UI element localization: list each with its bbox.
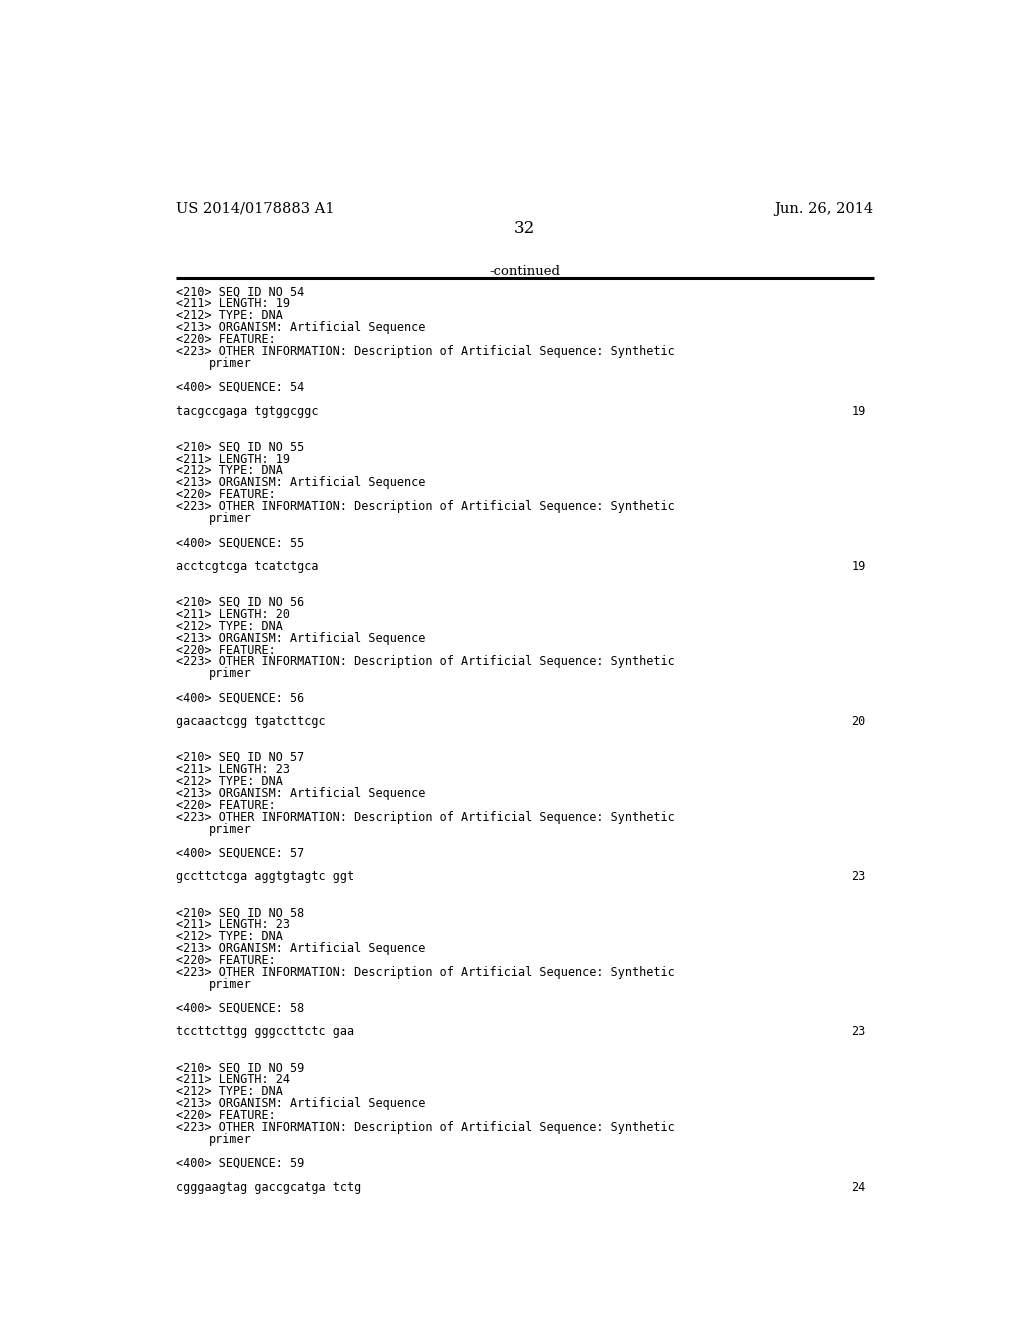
Text: <400> SEQUENCE: 55: <400> SEQUENCE: 55 <box>176 536 304 549</box>
Text: <220> FEATURE:: <220> FEATURE: <box>176 644 275 656</box>
Text: cgggaagtag gaccgcatga tctg: cgggaagtag gaccgcatga tctg <box>176 1180 361 1193</box>
Text: <211> LENGTH: 23: <211> LENGTH: 23 <box>176 763 290 776</box>
Text: tacgccgaga tgtggcggc: tacgccgaga tgtggcggc <box>176 405 318 418</box>
Text: <212> TYPE: DNA: <212> TYPE: DNA <box>176 929 283 942</box>
Text: <211> LENGTH: 24: <211> LENGTH: 24 <box>176 1073 290 1086</box>
Text: 23: 23 <box>852 1026 866 1039</box>
Text: <210> SEQ ID NO 59: <210> SEQ ID NO 59 <box>176 1061 304 1074</box>
Text: <223> OTHER INFORMATION: Description of Artificial Sequence: Synthetic: <223> OTHER INFORMATION: Description of … <box>176 500 675 513</box>
Text: <212> TYPE: DNA: <212> TYPE: DNA <box>176 775 283 788</box>
Text: primer: primer <box>209 1133 251 1146</box>
Text: <211> LENGTH: 23: <211> LENGTH: 23 <box>176 917 290 931</box>
Text: <211> LENGTH: 19: <211> LENGTH: 19 <box>176 453 290 466</box>
Text: -continued: -continued <box>489 264 560 277</box>
Text: primer: primer <box>209 358 251 370</box>
Text: <212> TYPE: DNA: <212> TYPE: DNA <box>176 465 283 478</box>
Text: primer: primer <box>209 512 251 525</box>
Text: 24: 24 <box>852 1180 866 1193</box>
Text: 19: 19 <box>852 560 866 573</box>
Text: <400> SEQUENCE: 56: <400> SEQUENCE: 56 <box>176 692 304 705</box>
Text: 20: 20 <box>852 715 866 729</box>
Text: <213> ORGANISM: Artificial Sequence: <213> ORGANISM: Artificial Sequence <box>176 787 425 800</box>
Text: <220> FEATURE:: <220> FEATURE: <box>176 488 275 502</box>
Text: <220> FEATURE:: <220> FEATURE: <box>176 1109 275 1122</box>
Text: acctcgtcga tcatctgca: acctcgtcga tcatctgca <box>176 560 318 573</box>
Text: 19: 19 <box>852 405 866 418</box>
Text: <210> SEQ ID NO 54: <210> SEQ ID NO 54 <box>176 285 304 298</box>
Text: <400> SEQUENCE: 57: <400> SEQUENCE: 57 <box>176 846 304 859</box>
Text: <400> SEQUENCE: 58: <400> SEQUENCE: 58 <box>176 1002 304 1015</box>
Text: <400> SEQUENCE: 54: <400> SEQUENCE: 54 <box>176 381 304 393</box>
Text: <213> ORGANISM: Artificial Sequence: <213> ORGANISM: Artificial Sequence <box>176 477 425 490</box>
Text: <223> OTHER INFORMATION: Description of Artificial Sequence: Synthetic: <223> OTHER INFORMATION: Description of … <box>176 966 675 978</box>
Text: <220> FEATURE:: <220> FEATURE: <box>176 799 275 812</box>
Text: <211> LENGTH: 19: <211> LENGTH: 19 <box>176 297 290 310</box>
Text: <210> SEQ ID NO 58: <210> SEQ ID NO 58 <box>176 906 304 919</box>
Text: Jun. 26, 2014: Jun. 26, 2014 <box>774 202 873 215</box>
Text: US 2014/0178883 A1: US 2014/0178883 A1 <box>176 202 335 215</box>
Text: <210> SEQ ID NO 56: <210> SEQ ID NO 56 <box>176 595 304 609</box>
Text: gacaactcgg tgatcttcgc: gacaactcgg tgatcttcgc <box>176 715 326 729</box>
Text: 23: 23 <box>852 870 866 883</box>
Text: <213> ORGANISM: Artificial Sequence: <213> ORGANISM: Artificial Sequence <box>176 942 425 954</box>
Text: <212> TYPE: DNA: <212> TYPE: DNA <box>176 619 283 632</box>
Text: <211> LENGTH: 20: <211> LENGTH: 20 <box>176 607 290 620</box>
Text: <212> TYPE: DNA: <212> TYPE: DNA <box>176 309 283 322</box>
Text: primer: primer <box>209 668 251 680</box>
Text: <223> OTHER INFORMATION: Description of Artificial Sequence: Synthetic: <223> OTHER INFORMATION: Description of … <box>176 810 675 824</box>
Text: primer: primer <box>209 978 251 991</box>
Text: <213> ORGANISM: Artificial Sequence: <213> ORGANISM: Artificial Sequence <box>176 321 425 334</box>
Text: <223> OTHER INFORMATION: Description of Artificial Sequence: Synthetic: <223> OTHER INFORMATION: Description of … <box>176 1121 675 1134</box>
Text: <212> TYPE: DNA: <212> TYPE: DNA <box>176 1085 283 1098</box>
Text: <220> FEATURE:: <220> FEATURE: <box>176 333 275 346</box>
Text: tccttcttgg gggccttctc gaa: tccttcttgg gggccttctc gaa <box>176 1026 354 1039</box>
Text: 32: 32 <box>514 220 536 238</box>
Text: <213> ORGANISM: Artificial Sequence: <213> ORGANISM: Artificial Sequence <box>176 1097 425 1110</box>
Text: <223> OTHER INFORMATION: Description of Artificial Sequence: Synthetic: <223> OTHER INFORMATION: Description of … <box>176 656 675 668</box>
Text: <220> FEATURE:: <220> FEATURE: <box>176 954 275 966</box>
Text: <213> ORGANISM: Artificial Sequence: <213> ORGANISM: Artificial Sequence <box>176 631 425 644</box>
Text: <223> OTHER INFORMATION: Description of Artificial Sequence: Synthetic: <223> OTHER INFORMATION: Description of … <box>176 345 675 358</box>
Text: primer: primer <box>209 822 251 836</box>
Text: <210> SEQ ID NO 55: <210> SEQ ID NO 55 <box>176 441 304 454</box>
Text: <210> SEQ ID NO 57: <210> SEQ ID NO 57 <box>176 751 304 764</box>
Text: gccttctcga aggtgtagtc ggt: gccttctcga aggtgtagtc ggt <box>176 870 354 883</box>
Text: <400> SEQUENCE: 59: <400> SEQUENCE: 59 <box>176 1156 304 1170</box>
